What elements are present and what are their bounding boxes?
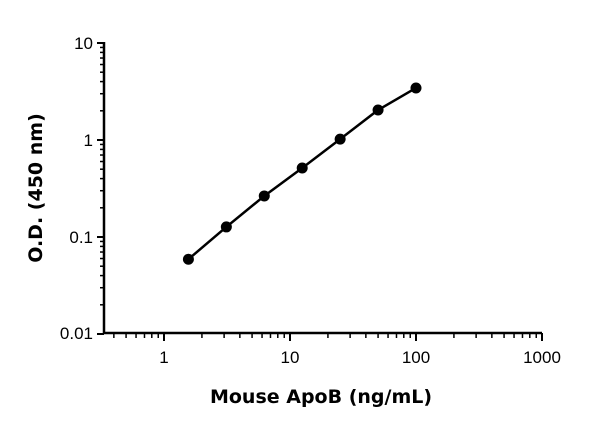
y-tick-label-1: 1 xyxy=(84,131,93,150)
y-tick-label-0.01: 0.01 xyxy=(60,324,93,343)
major-ticks xyxy=(97,42,543,341)
data-point-marker xyxy=(182,253,194,265)
data-point-marker xyxy=(258,190,270,202)
x-tick-label-10: 10 xyxy=(281,348,300,367)
data-point-marker xyxy=(410,82,422,94)
x-axis-title: Mouse ApoB (ng/mL) xyxy=(210,386,432,408)
x-tick-label-1000: 1000 xyxy=(523,348,561,367)
y-tick-label-10: 10 xyxy=(74,34,93,53)
data-point-marker xyxy=(220,221,232,233)
x-tick-label-1: 1 xyxy=(159,348,168,367)
minor-ticks xyxy=(100,46,537,338)
y-axis-title: O.D. (450 nm) xyxy=(25,113,47,263)
data-series xyxy=(182,82,422,265)
x-tick-label-100: 100 xyxy=(402,348,430,367)
y-tick-label-0.1: 0.1 xyxy=(69,228,93,247)
data-point-marker xyxy=(334,133,346,145)
data-point-marker xyxy=(296,162,308,174)
data-point-marker xyxy=(372,104,384,116)
